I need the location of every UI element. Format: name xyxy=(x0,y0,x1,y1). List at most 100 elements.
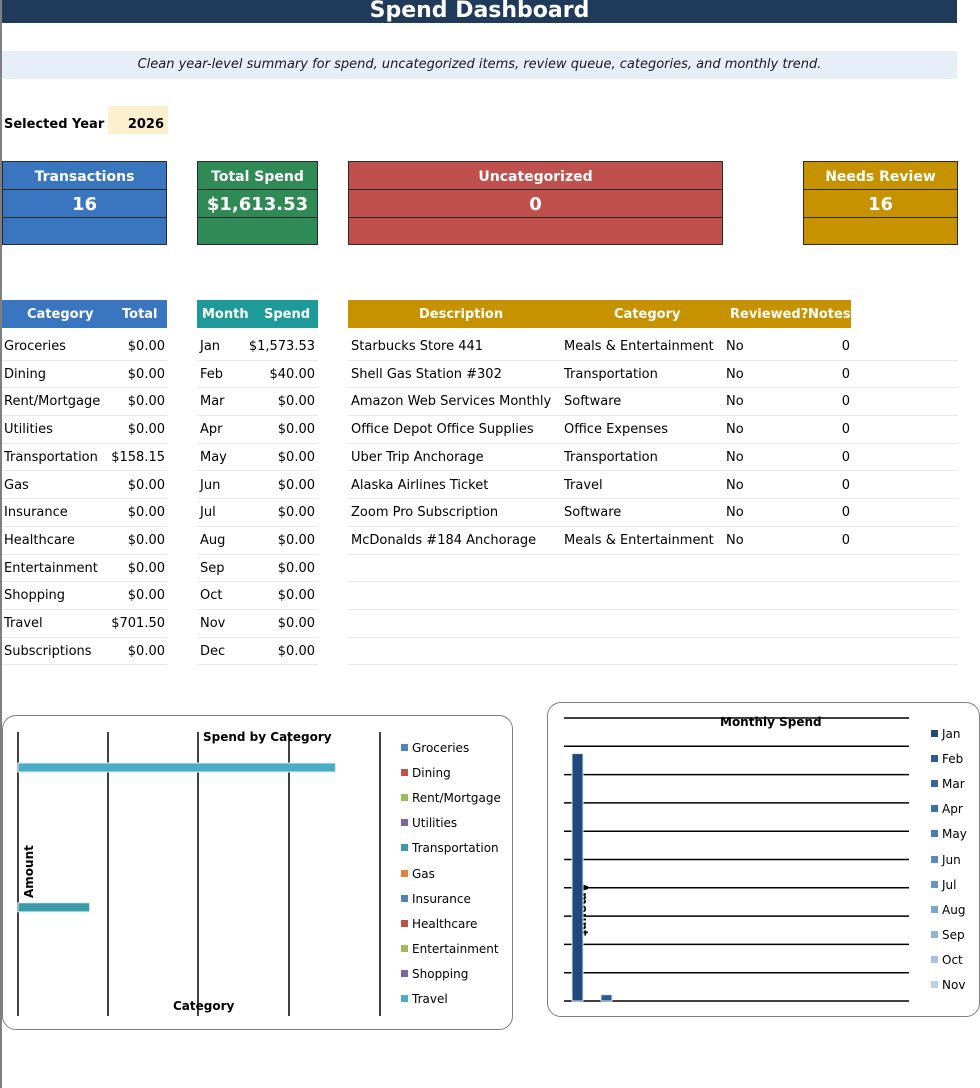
legend-swatch xyxy=(401,769,408,777)
month-legend-entry: Apr xyxy=(931,801,963,817)
review-cell: No xyxy=(726,532,744,548)
review-cell: Travel xyxy=(564,477,603,493)
legend-swatch xyxy=(401,794,408,802)
category-cell: Healthcare xyxy=(4,532,75,548)
month-legend-entry: Jan xyxy=(931,726,961,742)
legend-label: Oct xyxy=(942,952,963,967)
month-cell: $0.00 xyxy=(277,560,315,576)
category-row: Groceries $0.00 xyxy=(2,333,167,361)
review-table-header: Description Category Reviewed? Notes xyxy=(348,300,851,328)
selected-year-input[interactable]: 2026 xyxy=(108,106,168,134)
month-row: Jun $0.00 xyxy=(197,472,318,500)
review-cell: McDonalds #184 Anchorage xyxy=(351,532,537,548)
legend-label: Shopping xyxy=(412,966,469,981)
kpi-label: Uncategorized xyxy=(349,162,722,190)
category-cell: Transportation xyxy=(4,449,98,465)
month-legend-entry: Oct xyxy=(931,952,963,968)
month-legend-entry: Nov xyxy=(931,977,965,993)
y-axis-label: Amount xyxy=(22,845,36,898)
category-cell: Shopping xyxy=(4,588,66,604)
legend-label: Aug xyxy=(942,902,966,917)
legend-label: Rent/Mortgage xyxy=(412,791,501,806)
review-empty-row xyxy=(348,555,958,583)
category-cell: Insurance xyxy=(4,505,68,521)
review-row: Uber Trip Anchorage Transportation No 0 xyxy=(348,444,958,472)
legend-label: Gas xyxy=(412,866,435,881)
kpi-footer xyxy=(198,218,317,246)
month-legend-entry: Feb xyxy=(931,751,963,767)
kpi-transactions: Transactions 16 xyxy=(2,161,167,245)
review-cell: Meals & Entertainment xyxy=(564,532,714,548)
header-description: Description xyxy=(419,307,504,322)
category-cell: $701.50 xyxy=(111,616,165,631)
review-cell: 0 xyxy=(841,339,850,354)
month-cell: Jun xyxy=(200,477,221,493)
monthly-spend-chart[interactable]: Monthly SpendAmount Jan Feb Mar Apr May Jun Ju… xyxy=(547,702,980,1017)
category-row: Rent/Mortgage $0.00 xyxy=(2,388,167,417)
review-cell: Uber Trip Anchorage xyxy=(351,449,484,465)
category-legend-entry: Utilities xyxy=(401,815,457,831)
legend-label: Nov xyxy=(942,978,966,992)
legend-label: Utilities xyxy=(412,816,458,831)
category-row: Utilities $0.00 xyxy=(2,416,167,444)
review-cell: Transportation xyxy=(564,449,658,465)
category-cell: $0.00 xyxy=(127,366,165,382)
sheet-left-edge xyxy=(0,0,2,1088)
category-legend-entry: Healthcare xyxy=(401,916,477,932)
legend-label: May xyxy=(942,827,967,842)
kpi-footer xyxy=(3,218,166,246)
review-empty-row xyxy=(348,582,958,610)
selected-year-label: Selected Year xyxy=(4,117,105,132)
category-legend-entry: Entertainment xyxy=(401,941,499,957)
legend-swatch xyxy=(931,805,938,813)
header-total: Total xyxy=(122,307,158,322)
category-cell: $0.00 xyxy=(127,532,165,548)
category-legend-entry: Dining xyxy=(401,765,451,781)
kpi-value: 16 xyxy=(3,190,166,218)
month-cell: Feb xyxy=(200,366,224,382)
kpi-needs-review: Needs Review 16 xyxy=(803,161,958,245)
month-cell: $0.00 xyxy=(277,616,315,631)
legend-swatch xyxy=(931,880,938,888)
category-cell: Utilities xyxy=(4,422,53,438)
month-row: Jul $0.00 xyxy=(197,499,318,527)
review-row: Zoom Pro Subscription Software No 0 xyxy=(348,499,958,527)
month-row: Apr $0.00 xyxy=(197,416,318,444)
category-cell: Entertainment xyxy=(4,560,98,576)
category-row: Transportation $158.15 xyxy=(2,444,167,472)
category-cell: $0.00 xyxy=(127,643,165,659)
review-empty-row xyxy=(348,638,958,666)
month-cell: $0.00 xyxy=(277,394,315,410)
month-cell: $0.00 xyxy=(277,477,315,493)
month-cell: $40.00 xyxy=(269,366,316,382)
monthly-spend-legend: Jan Feb Mar Apr May Jun Jul Aug Sep Oct Nov xyxy=(931,726,979,1006)
review-cell: Office Expenses xyxy=(564,422,669,438)
month-cell: $0.00 xyxy=(277,643,315,659)
review-cell: Zoom Pro Subscription xyxy=(351,505,499,521)
review-row: Shell Gas Station #302 Transportation No 0 xyxy=(348,361,958,389)
kpi-label: Needs Review xyxy=(804,162,957,190)
review-row: Starbucks Store 441 Meals & Entertainment… xyxy=(348,333,958,361)
month-cell: $0.00 xyxy=(277,449,315,465)
category-legend-entry: Shopping xyxy=(401,966,468,982)
category-row: Shopping $0.00 xyxy=(2,582,167,610)
legend-label: Apr xyxy=(942,802,963,817)
legend-label: Entertainment xyxy=(412,941,499,956)
header-spend: Spend xyxy=(264,307,311,322)
month-row: May $0.00 xyxy=(197,444,318,472)
review-cell: 0 xyxy=(841,477,850,493)
category-legend-entry: Groceries xyxy=(401,740,469,756)
category-cell: $0.00 xyxy=(127,505,165,521)
spend-by-category-chart[interactable]: Spend by Category Category Amount Grocerie… xyxy=(2,715,513,1030)
legend-swatch xyxy=(401,969,408,977)
bar-travel xyxy=(17,762,336,773)
month-cell: Jan xyxy=(200,339,221,354)
month-cell: $0.00 xyxy=(277,588,315,604)
month-legend-entry: Jun xyxy=(931,852,961,868)
review-row: McDonalds #184 Anchorage Meals & Entertai… xyxy=(348,527,958,555)
month-row: Mar $0.00 xyxy=(197,388,318,417)
bar-transportation xyxy=(17,902,91,913)
review-cell: 0 xyxy=(841,532,850,548)
kpi-label: Transactions xyxy=(3,162,166,190)
category-cell: Gas xyxy=(4,477,29,493)
